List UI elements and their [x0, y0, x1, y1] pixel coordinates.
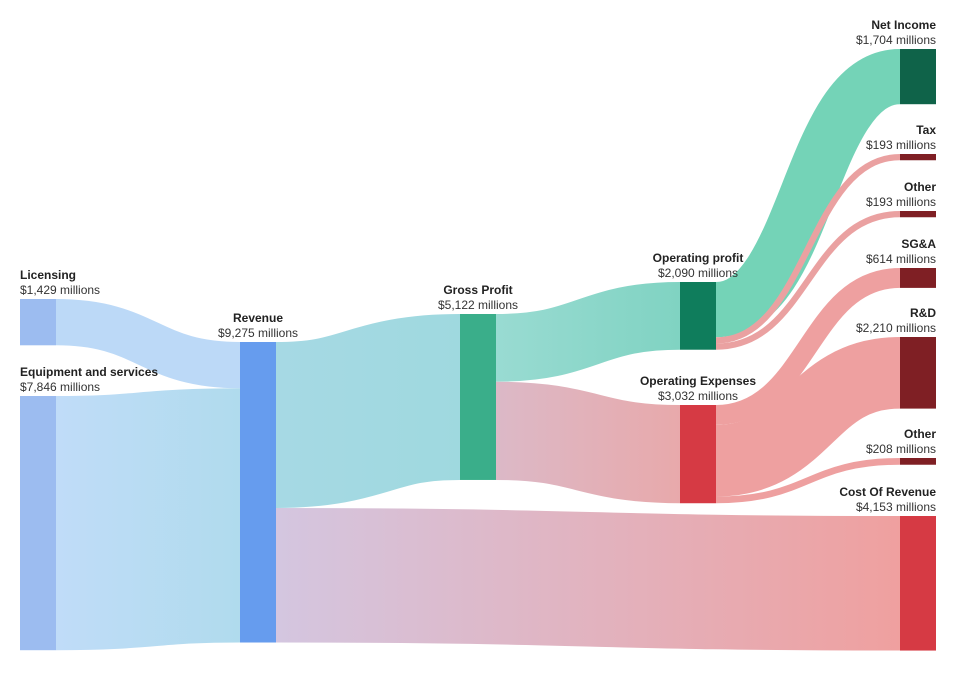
- node-net_income: [900, 49, 936, 105]
- node-revenue: [240, 342, 276, 643]
- node-tax-name: Tax: [916, 123, 936, 137]
- node-operating_expenses: [680, 405, 716, 504]
- node-other_exp-value: $208 millions: [866, 442, 936, 456]
- link-gross_profit-to-operating_profit: [495, 282, 681, 382]
- link-operating_expenses-to-sga: [715, 268, 901, 425]
- node-rnd-value: $2,210 millions: [856, 321, 936, 335]
- node-operating_profit-name: Operating profit: [653, 251, 744, 265]
- sankey-links: [55, 49, 904, 651]
- link-operating_profit-to-other_op: [715, 211, 901, 350]
- node-other_exp: [900, 458, 936, 465]
- link-equipment-to-revenue: [55, 388, 241, 651]
- node-other_op: [900, 211, 936, 218]
- node-revenue-value: $9,275 millions: [218, 326, 298, 340]
- link-gross_profit-to-operating_expenses: [495, 381, 681, 504]
- node-sga: [900, 268, 936, 288]
- sankey-labels: Licensing$1,429 millions Equipment and se…: [20, 18, 936, 514]
- link-revenue-to-gross_profit: [274, 313, 462, 508]
- node-rnd-name: R&D: [910, 306, 936, 320]
- node-operating_profit-value: $2,090 millions: [658, 266, 738, 280]
- link-operating_expenses-to-rnd: [714, 337, 902, 497]
- node-operating_profit: [680, 282, 716, 350]
- node-gross_profit-value: $5,122 millions: [438, 298, 518, 312]
- node-operating_expenses-name: Operating Expenses: [640, 374, 756, 388]
- node-sga-name: SG&A: [901, 237, 936, 251]
- link-licensing-to-revenue: [55, 299, 241, 389]
- node-gross_profit: [460, 314, 496, 480]
- node-net_income-value: $1,704 millions: [856, 33, 936, 47]
- node-other_op-name: Other: [904, 180, 936, 194]
- node-other_exp-name: Other: [904, 427, 936, 441]
- link-operating_expenses-to-other_exp: [715, 458, 901, 504]
- node-net_income-name: Net Income: [871, 18, 936, 32]
- node-gross_profit-name: Gross Profit: [443, 283, 512, 297]
- node-tax: [900, 154, 936, 161]
- node-equipment-value: $7,846 millions: [20, 380, 100, 394]
- node-revenue-name: Revenue: [233, 311, 283, 325]
- node-operating_expenses-value: $3,032 millions: [658, 389, 738, 403]
- node-sga-value: $614 millions: [866, 252, 936, 266]
- node-equipment: [20, 396, 56, 651]
- node-tax-value: $193 millions: [866, 138, 936, 152]
- node-licensing-name: Licensing: [20, 268, 76, 282]
- node-other_op-value: $193 millions: [866, 195, 936, 209]
- node-licensing-value: $1,429 millions: [20, 283, 100, 297]
- link-operating_profit-to-net_income: [712, 49, 904, 338]
- node-cost_of_revenue-value: $4,153 millions: [856, 500, 936, 514]
- node-licensing: [20, 299, 56, 346]
- node-rnd: [900, 337, 936, 409]
- node-cost_of_revenue-name: Cost Of Revenue: [839, 485, 936, 499]
- node-equipment-name: Equipment and services: [20, 365, 158, 379]
- link-operating_profit-to-tax: [715, 154, 901, 344]
- link-revenue-to-cost_of_revenue: [275, 507, 901, 651]
- node-cost_of_revenue: [900, 516, 936, 651]
- sankey-nodes: [20, 49, 936, 651]
